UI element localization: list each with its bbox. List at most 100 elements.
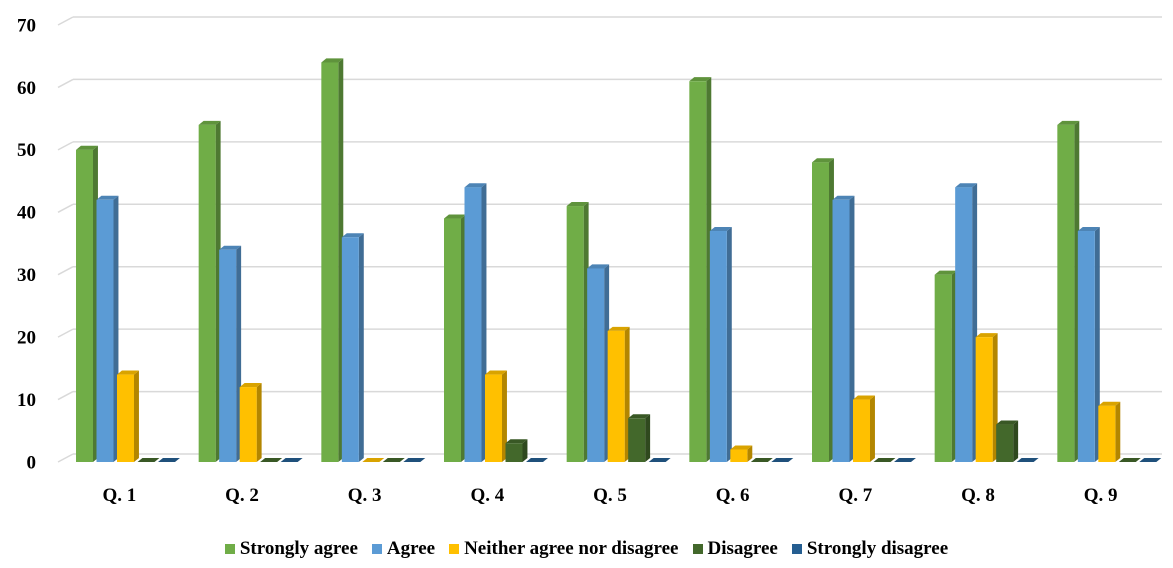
- bar-top: [321, 58, 344, 63]
- bar: [464, 187, 482, 463]
- bar-top: [1139, 457, 1162, 462]
- legend-item: Strongly agree: [224, 538, 358, 560]
- bar-top: [76, 145, 98, 150]
- legend-item: Neither agree nor disagree: [449, 538, 679, 560]
- x-tick-label: Q. 1: [102, 485, 136, 506]
- legend-label: Disagree: [707, 538, 778, 559]
- bar-top: [587, 264, 610, 269]
- bar: [709, 231, 727, 462]
- legend-swatch: [791, 544, 802, 554]
- gridline-slant: [57, 141, 74, 151]
- bar-top: [117, 370, 139, 375]
- bar-side: [358, 233, 364, 462]
- bar-side: [747, 445, 753, 462]
- gridline-slant: [57, 266, 74, 276]
- x-tick-label: Q. 3: [348, 485, 382, 506]
- bar-side: [726, 226, 732, 462]
- bar: [689, 81, 707, 462]
- legend-item: Disagree: [692, 538, 778, 560]
- bar: [219, 249, 237, 462]
- bar-top: [648, 457, 671, 462]
- bar: [955, 187, 973, 463]
- bar-side: [134, 370, 139, 462]
- bar: [505, 443, 523, 462]
- bar: [1098, 405, 1116, 462]
- bar-top: [873, 457, 896, 462]
- bar-side: [502, 370, 507, 462]
- bar-top: [934, 270, 957, 275]
- bar: [321, 62, 339, 462]
- bar-top: [628, 414, 651, 419]
- y-tick-label: 40: [17, 203, 36, 224]
- y-tick-label: 20: [17, 328, 36, 349]
- legend-item: Strongly disagree: [791, 538, 948, 560]
- bar: [566, 206, 584, 462]
- bar-top: [137, 457, 160, 462]
- bar: [934, 274, 952, 462]
- bar-top: [239, 383, 262, 388]
- bar-top: [1098, 401, 1121, 406]
- bar-side: [1013, 420, 1019, 462]
- bar-side: [870, 395, 875, 462]
- bar-top: [853, 395, 875, 400]
- bar-side: [522, 439, 528, 462]
- bar-top: [607, 326, 630, 331]
- bar-top: [464, 183, 487, 188]
- bar-top: [709, 226, 732, 232]
- bar-top: [403, 457, 426, 462]
- bar: [628, 418, 646, 462]
- bar-top: [750, 457, 773, 462]
- bar-top: [198, 120, 221, 125]
- gridline-slant: [57, 328, 74, 338]
- bar-side: [849, 195, 855, 462]
- x-tick-label: Q. 9: [1084, 485, 1118, 506]
- bar: [117, 374, 134, 462]
- bar-top: [444, 214, 466, 219]
- x-tick-label: Q. 4: [470, 485, 504, 506]
- bar-top: [771, 457, 794, 462]
- bar-top: [158, 457, 180, 462]
- bar: [1057, 124, 1075, 462]
- bar: [812, 162, 829, 463]
- legend-swatch: [692, 544, 703, 554]
- gridline-slant: [57, 203, 74, 213]
- bar: [341, 237, 359, 462]
- bar-top: [280, 457, 303, 462]
- bar: [832, 199, 850, 463]
- bar-top: [1016, 457, 1039, 462]
- x-tick-label: Q. 5: [593, 485, 627, 506]
- y-tick-label: 70: [17, 15, 36, 36]
- legend-label: Agree: [386, 538, 436, 559]
- bar-top: [730, 445, 753, 450]
- legend-swatch: [224, 544, 235, 554]
- chart-legend: Strongly agree Agree Neither agree nor dis…: [0, 537, 1173, 561]
- bar-top: [260, 457, 283, 462]
- bar: [587, 268, 605, 462]
- bar: [444, 218, 461, 462]
- bar-top: [341, 233, 364, 238]
- legend-label: Strongly agree: [239, 538, 358, 559]
- bar-top: [894, 457, 916, 462]
- bar: [96, 199, 114, 463]
- x-tick-label: Q. 6: [716, 485, 750, 506]
- bar-side: [1094, 226, 1100, 462]
- bar: [239, 387, 257, 462]
- bar-top: [485, 370, 507, 375]
- bar-top: [832, 195, 855, 200]
- bar-top: [219, 245, 242, 250]
- bar: [975, 337, 993, 462]
- y-tick-label: 10: [17, 390, 36, 411]
- bar: [485, 374, 502, 462]
- bar-top: [362, 457, 385, 462]
- legend-swatch: [449, 544, 460, 554]
- bar: [730, 449, 748, 462]
- bar-side: [256, 383, 262, 462]
- legend-label: Neither agree nor disagree: [464, 538, 679, 559]
- y-tick-label: 60: [17, 78, 36, 99]
- bar: [853, 399, 870, 462]
- y-tick-label: 50: [17, 140, 36, 161]
- bar-top: [955, 183, 978, 188]
- gridline-slant: [57, 453, 74, 463]
- y-tick-label: 0: [27, 452, 37, 473]
